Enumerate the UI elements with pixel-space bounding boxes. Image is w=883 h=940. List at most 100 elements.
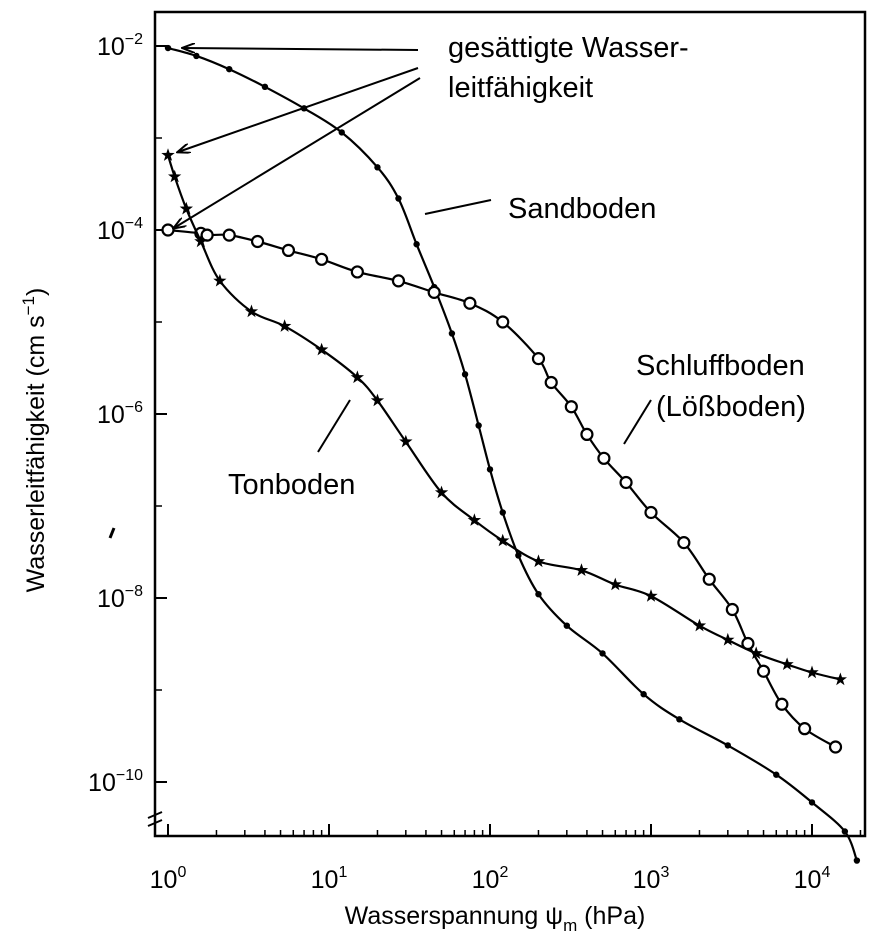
arrow-sand-saturation — [183, 48, 419, 50]
y-axis-title: Wasserleitfähigkeit (cm s−1) — [19, 288, 50, 593]
x-axis-title: Wasserspannung ψm (hPa) — [345, 902, 646, 935]
data-point-sandboden — [499, 509, 506, 516]
y-tick-label-exp: −10 — [116, 767, 143, 784]
data-point-schluffboden — [200, 228, 214, 242]
data-point-sandboden — [599, 650, 606, 657]
data-point-schluffboden — [564, 400, 578, 414]
annotation-tonboden: Tonboden — [228, 469, 355, 501]
x-tick-label-exp: 1 — [338, 864, 347, 881]
x-axis-title-tail: (hPa) — [577, 902, 645, 930]
data-point-schluffboden — [427, 285, 441, 299]
x-axis-title-main: Wasserspannung ψ — [345, 902, 563, 930]
y-tick-label: 10−2 — [97, 31, 143, 61]
x-tick-label-exp: 4 — [821, 864, 830, 881]
data-point-sandboden — [193, 52, 200, 60]
data-point-sandboden — [164, 44, 172, 52]
data-point-tonboden — [805, 665, 819, 679]
data-point-sandboden — [226, 65, 233, 73]
data-point-sandboden — [535, 590, 542, 598]
data-point-tonboden — [833, 672, 847, 686]
annotation-leaders — [174, 48, 652, 453]
data-point-tonboden — [721, 632, 735, 646]
y-tick-label-base: 10 — [97, 217, 125, 245]
data-point-schluffboden — [544, 375, 558, 390]
y-tick-label-base: 10 — [97, 401, 125, 429]
data-point-sandboden — [461, 371, 469, 378]
data-point-schluffboden — [725, 602, 739, 617]
x-tick-label-base: 10 — [472, 866, 500, 894]
leader-sandboden — [424, 199, 492, 215]
data-point-sandboden — [773, 771, 780, 778]
y-tick-label: 10−6 — [97, 399, 143, 429]
ticks — [155, 45, 862, 836]
data-point-sandboden — [338, 129, 345, 136]
x-tick-label-base: 10 — [311, 866, 339, 894]
data-point-tonboden — [350, 370, 364, 384]
data-point-schluffboden — [222, 228, 236, 242]
data-point-sandboden — [808, 799, 816, 806]
data-point-schluffboden — [597, 451, 611, 465]
x-tick-label-base: 10 — [150, 866, 178, 894]
data-point-tonboden — [780, 657, 794, 670]
data-point-schluffboden — [619, 475, 633, 490]
y-tick-label-exp: −8 — [125, 583, 143, 600]
y-tick-label: 10−10 — [88, 767, 143, 797]
y-axis-title-main: Wasserleitfähigkeit (cm s — [22, 315, 50, 592]
data-point-schluffboden — [531, 352, 546, 366]
annotation-saturated-line1: gesättigte Wasser- — [448, 32, 689, 64]
data-point-sandboden — [413, 241, 420, 248]
data-point-sandboden — [515, 552, 522, 559]
data-point-sandboden — [853, 857, 861, 864]
series-layer — [161, 44, 861, 864]
x-tick-label-base: 10 — [633, 866, 661, 894]
data-point-tonboden — [370, 393, 385, 407]
y-axis-title-tail: ) — [22, 288, 50, 296]
data-point-tonboden — [644, 589, 658, 602]
y-tick-label-base: 10 — [97, 585, 125, 613]
annotation-schluffboden-line1: Schluffboden — [636, 350, 805, 382]
x-tick-label: 104 — [794, 864, 831, 894]
data-point-tonboden — [749, 646, 763, 660]
data-point-tonboden — [692, 618, 707, 632]
data-point-tonboden — [179, 201, 193, 215]
x-tick-label-exp: 0 — [177, 864, 186, 881]
data-point-schluffboden — [677, 536, 691, 550]
data-point-schluffboden — [756, 664, 771, 678]
x-tick-label: 100 — [150, 864, 187, 894]
axis-stray-mark — [108, 527, 116, 539]
data-point-sandboden — [448, 330, 456, 337]
data-point-schluffboden — [463, 296, 477, 310]
data-point-schluffboden — [798, 722, 812, 736]
x-tick-label-exp: 2 — [499, 864, 508, 881]
y-tick-label-exp: −6 — [125, 399, 143, 416]
data-point-tonboden — [496, 533, 510, 547]
x-tick-label: 103 — [633, 864, 670, 894]
data-point-sandboden — [374, 164, 381, 171]
data-point-sandboden — [486, 466, 494, 473]
data-point-tonboden — [194, 234, 208, 248]
series-line-sandboden — [167, 46, 858, 862]
y-tick-label-exp: −4 — [125, 215, 143, 232]
y-tick-label-base: 10 — [88, 769, 116, 797]
data-point-schluffboden — [391, 274, 406, 288]
data-point-sandboden — [475, 422, 482, 429]
data-point-tonboden — [244, 304, 259, 318]
x-tick-label-exp: 3 — [660, 864, 669, 881]
annotation-saturated-line2: leitfähigkeit — [448, 72, 593, 104]
data-point-schluffboden — [250, 234, 265, 249]
axis-break-mark — [147, 811, 163, 827]
leader-schluffboden — [623, 399, 652, 445]
data-point-sandboden — [676, 716, 683, 723]
data-point-tonboden — [278, 319, 292, 332]
arrow-schluff-saturation — [174, 77, 421, 228]
y-axis-title-sup: −1 — [19, 296, 38, 315]
data-point-schluffboden — [580, 427, 594, 442]
data-point-sandboden — [395, 195, 402, 202]
plot-frame — [153, 10, 867, 838]
annotation-sandboden: Sandboden — [508, 193, 656, 225]
data-point-schluffboden — [281, 243, 296, 258]
data-point-schluffboden — [775, 697, 789, 711]
data-point-schluffboden — [350, 265, 364, 279]
